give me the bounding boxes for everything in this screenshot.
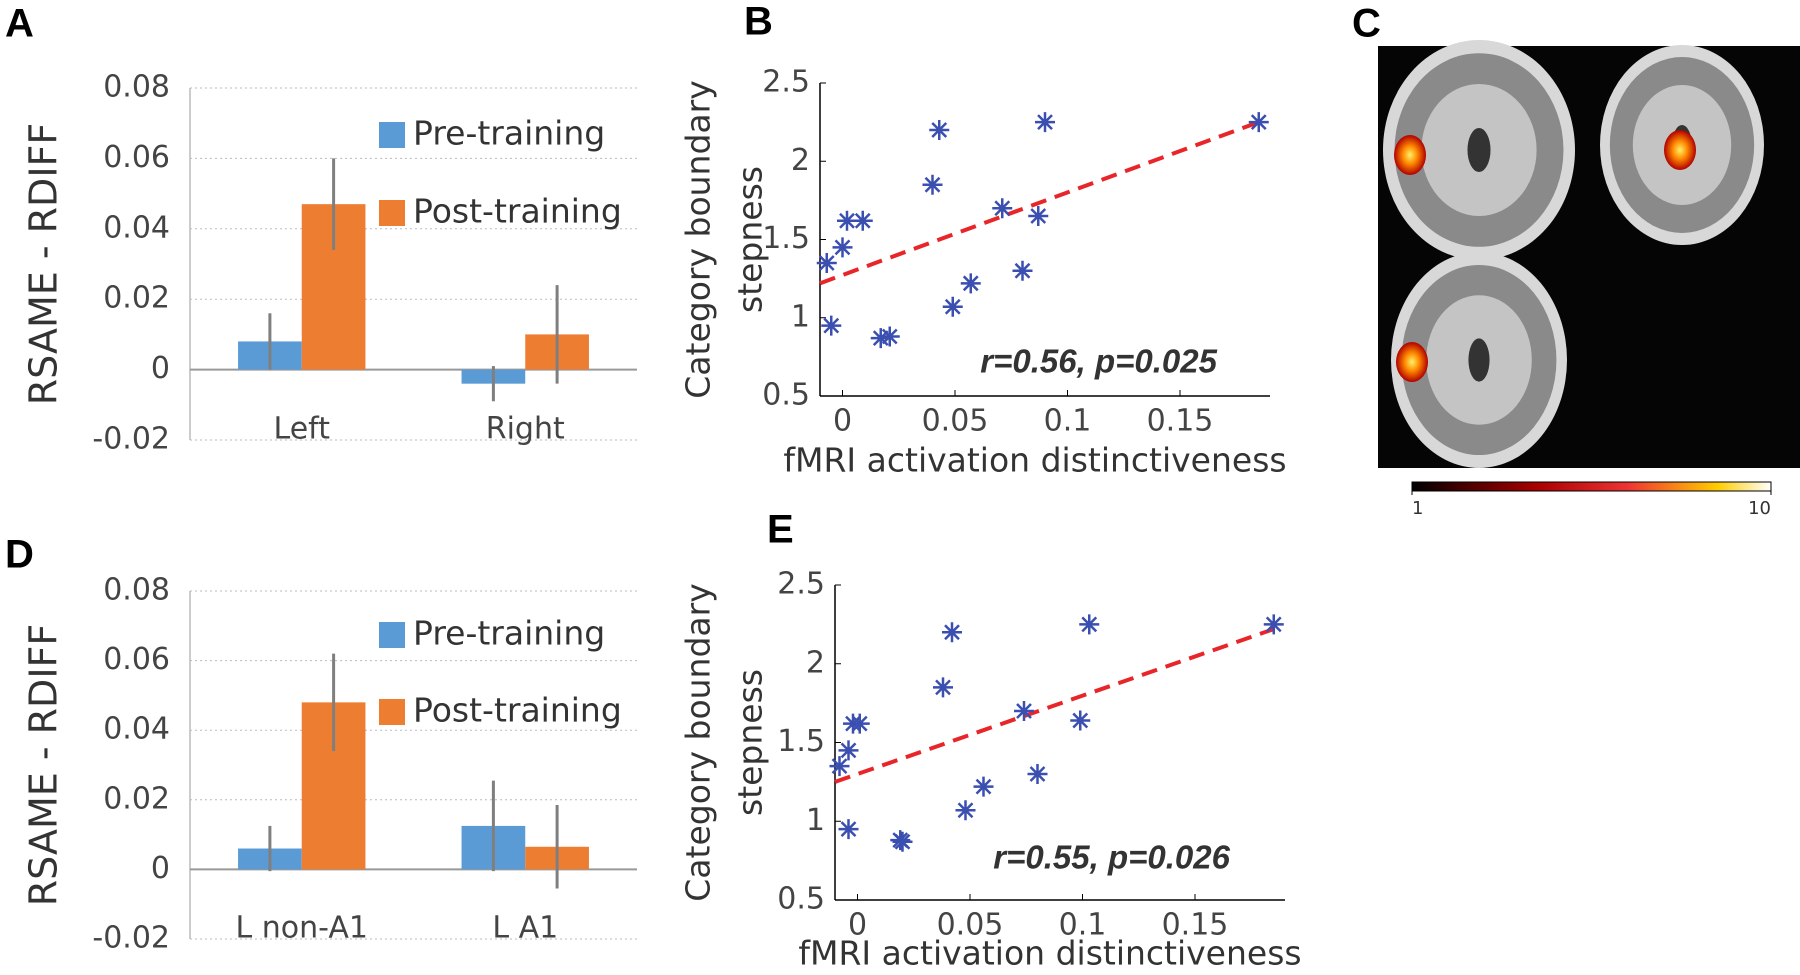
panel-letter: A (5, 2, 34, 46)
x-tick-label: 0.15 (1162, 908, 1229, 943)
star-point (929, 119, 950, 140)
activation (1394, 135, 1426, 175)
x-tick-label: 0.15 (1147, 404, 1214, 439)
panel-letter: B (744, 0, 773, 44)
star-point (837, 210, 857, 231)
activation (1664, 130, 1696, 170)
y-tick-label: 0.5 (777, 882, 825, 917)
star-point (922, 174, 943, 195)
activation (1396, 342, 1428, 382)
legend-swatch (379, 699, 405, 725)
star-point (832, 237, 853, 258)
ventricle (1467, 128, 1491, 172)
star-point (992, 198, 1013, 219)
y-tick-label: 1.5 (777, 724, 825, 759)
panel-letter: E (767, 508, 794, 552)
colorbar (1411, 481, 1772, 492)
star-point (955, 800, 976, 821)
star-point (852, 210, 873, 231)
y-tick-label: -0.02 (92, 422, 170, 457)
panel-letter: D (5, 533, 34, 577)
x-tick-label: 0 (848, 908, 867, 943)
star-point (829, 756, 850, 777)
star-point (1079, 614, 1100, 635)
y-tick-label: 0.08 (103, 573, 170, 608)
x-tick-label: 0.1 (1059, 908, 1107, 943)
x-tick-label: 0.05 (922, 404, 989, 439)
y-tick-label: 0.08 (103, 70, 170, 105)
y-tick-label: 2 (806, 645, 825, 680)
y-tick-label: 0.02 (103, 781, 170, 816)
x-tick-label: L non-A1 (236, 911, 368, 946)
legend-swatch (379, 200, 405, 226)
legend-label: Pre-training (413, 614, 605, 653)
star-point (960, 273, 981, 294)
y-tick-label: -0.02 (92, 921, 170, 956)
x-axis-label: fMRI activation distinctiveness (783, 441, 1286, 480)
star-point (1070, 710, 1091, 731)
star-point (892, 831, 913, 852)
y-tick-label: 2.5 (762, 65, 810, 100)
y-axis-label: stepness (731, 669, 770, 816)
x-tick-label: 0.1 (1044, 404, 1092, 439)
x-tick-label: Right (486, 412, 565, 447)
y-axis-label: Category boundary (679, 80, 718, 398)
y-tick-label: 1 (806, 803, 825, 838)
star-point (942, 622, 962, 643)
y-tick-label: 1.5 (762, 221, 810, 256)
panel-letter: C (1352, 2, 1381, 46)
x-tick-label: 0.05 (937, 908, 1004, 943)
y-tick-label: 1 (791, 299, 810, 334)
annotation: r=0.56, p=0.025 (980, 343, 1217, 380)
star-point (849, 713, 870, 734)
legend-label: Pre-training (413, 114, 605, 153)
y-tick-label: 2.5 (777, 567, 825, 602)
ventricle (1468, 338, 1490, 382)
y-tick-label: 0.06 (103, 140, 170, 175)
y-tick-label: 2 (791, 143, 810, 178)
star-point (1014, 701, 1034, 721)
star-point (1012, 260, 1033, 281)
y-tick-label: 0 (151, 851, 170, 886)
annotation: r=0.55, p=0.026 (993, 839, 1230, 876)
star-point (942, 296, 963, 317)
star-point (973, 776, 994, 797)
star-point (838, 740, 859, 761)
x-axis-label: fMRI activation distinctiveness (798, 934, 1301, 973)
y-axis-label: RSAME - RDIFF (22, 123, 66, 405)
star-point (1027, 764, 1048, 784)
y-tick-label: 0.5 (762, 378, 810, 413)
star-point (879, 326, 900, 347)
star-point (1263, 614, 1284, 635)
colorbar-label: 10 (1748, 498, 1771, 519)
y-axis-label: stepness (731, 166, 770, 313)
x-tick-label: 0 (833, 404, 852, 439)
legend-label: Post-training (413, 691, 622, 730)
star-point (933, 677, 953, 698)
y-tick-label: 0.04 (103, 210, 170, 245)
legend-swatch (379, 622, 405, 648)
legend-swatch (379, 122, 405, 148)
star-point (821, 315, 842, 336)
star-point (870, 328, 891, 349)
colorbar-label: 1 (1412, 498, 1423, 519)
star-point (1035, 112, 1055, 133)
fit-line (819, 120, 1260, 286)
star-point (1028, 206, 1049, 227)
y-tick-label: 0.02 (103, 281, 170, 316)
y-axis-label: RSAME - RDIFF (22, 624, 66, 906)
star-point (1248, 112, 1269, 133)
x-tick-label: L A1 (492, 911, 558, 946)
y-axis-label: Category boundary (679, 583, 718, 901)
legend-label: Post-training (413, 192, 622, 231)
x-tick-label: Left (274, 412, 331, 447)
y-tick-label: 0.04 (103, 712, 170, 747)
y-tick-label: 0.06 (103, 642, 170, 677)
y-tick-label: 0 (151, 351, 170, 386)
star-point (816, 252, 837, 273)
star-point (838, 819, 859, 840)
fit-line (834, 627, 1275, 784)
